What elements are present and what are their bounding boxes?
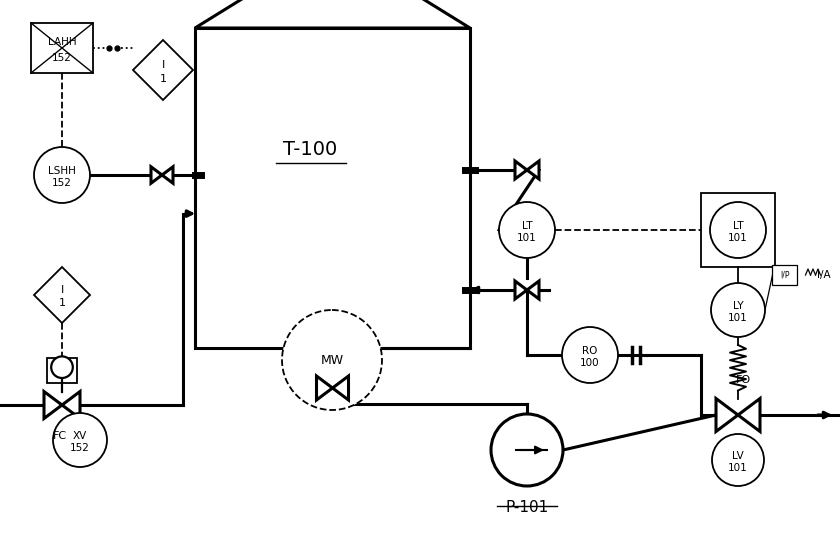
- Circle shape: [491, 414, 563, 486]
- Polygon shape: [62, 391, 80, 419]
- Text: FO: FO: [736, 375, 751, 385]
- Text: 1: 1: [59, 299, 66, 309]
- Polygon shape: [333, 376, 349, 400]
- Text: FC: FC: [53, 431, 67, 441]
- Polygon shape: [162, 167, 173, 183]
- Polygon shape: [515, 161, 527, 179]
- Polygon shape: [44, 391, 62, 419]
- Polygon shape: [738, 399, 760, 431]
- Circle shape: [499, 202, 555, 258]
- Circle shape: [712, 434, 764, 486]
- Text: 152: 152: [70, 443, 90, 453]
- Polygon shape: [133, 40, 193, 100]
- Text: MW: MW: [320, 354, 344, 366]
- Polygon shape: [527, 281, 539, 299]
- Polygon shape: [34, 267, 90, 323]
- Text: 152: 152: [52, 178, 72, 188]
- Text: LV: LV: [732, 451, 744, 461]
- Polygon shape: [195, 0, 470, 28]
- Circle shape: [282, 310, 382, 410]
- Text: I/A: I/A: [817, 270, 831, 280]
- Circle shape: [562, 327, 618, 383]
- Circle shape: [34, 147, 90, 203]
- Polygon shape: [317, 376, 333, 400]
- Text: RO: RO: [582, 346, 598, 356]
- Text: LT: LT: [522, 221, 533, 231]
- Text: I: I: [161, 59, 165, 70]
- Text: M: M: [56, 364, 67, 376]
- Text: T-100: T-100: [283, 140, 338, 159]
- Text: 101: 101: [728, 234, 748, 244]
- Text: LAHH: LAHH: [48, 37, 76, 47]
- Text: 152: 152: [52, 53, 72, 63]
- Text: 101: 101: [728, 313, 748, 323]
- Text: 101: 101: [517, 234, 537, 244]
- Polygon shape: [716, 399, 738, 431]
- Circle shape: [51, 356, 73, 378]
- Bar: [31, 23, 93, 73]
- Bar: [773, 265, 797, 285]
- Bar: [701, 193, 775, 267]
- Text: 1: 1: [160, 74, 166, 84]
- Text: LT: LT: [732, 221, 743, 231]
- Text: 101: 101: [728, 463, 748, 473]
- Text: XV: XV: [73, 431, 87, 441]
- Polygon shape: [515, 281, 527, 299]
- Circle shape: [710, 202, 766, 258]
- Text: LSHH: LSHH: [48, 166, 76, 176]
- Bar: [47, 358, 77, 383]
- Text: LY: LY: [732, 301, 743, 311]
- Text: P-101: P-101: [506, 500, 549, 515]
- Text: I/P: I/P: [780, 271, 790, 280]
- Text: 100: 100: [580, 359, 600, 369]
- Circle shape: [711, 283, 765, 337]
- Polygon shape: [151, 167, 162, 183]
- Polygon shape: [527, 161, 539, 179]
- Text: I: I: [60, 285, 64, 295]
- Bar: [195, 28, 470, 348]
- Circle shape: [53, 413, 107, 467]
